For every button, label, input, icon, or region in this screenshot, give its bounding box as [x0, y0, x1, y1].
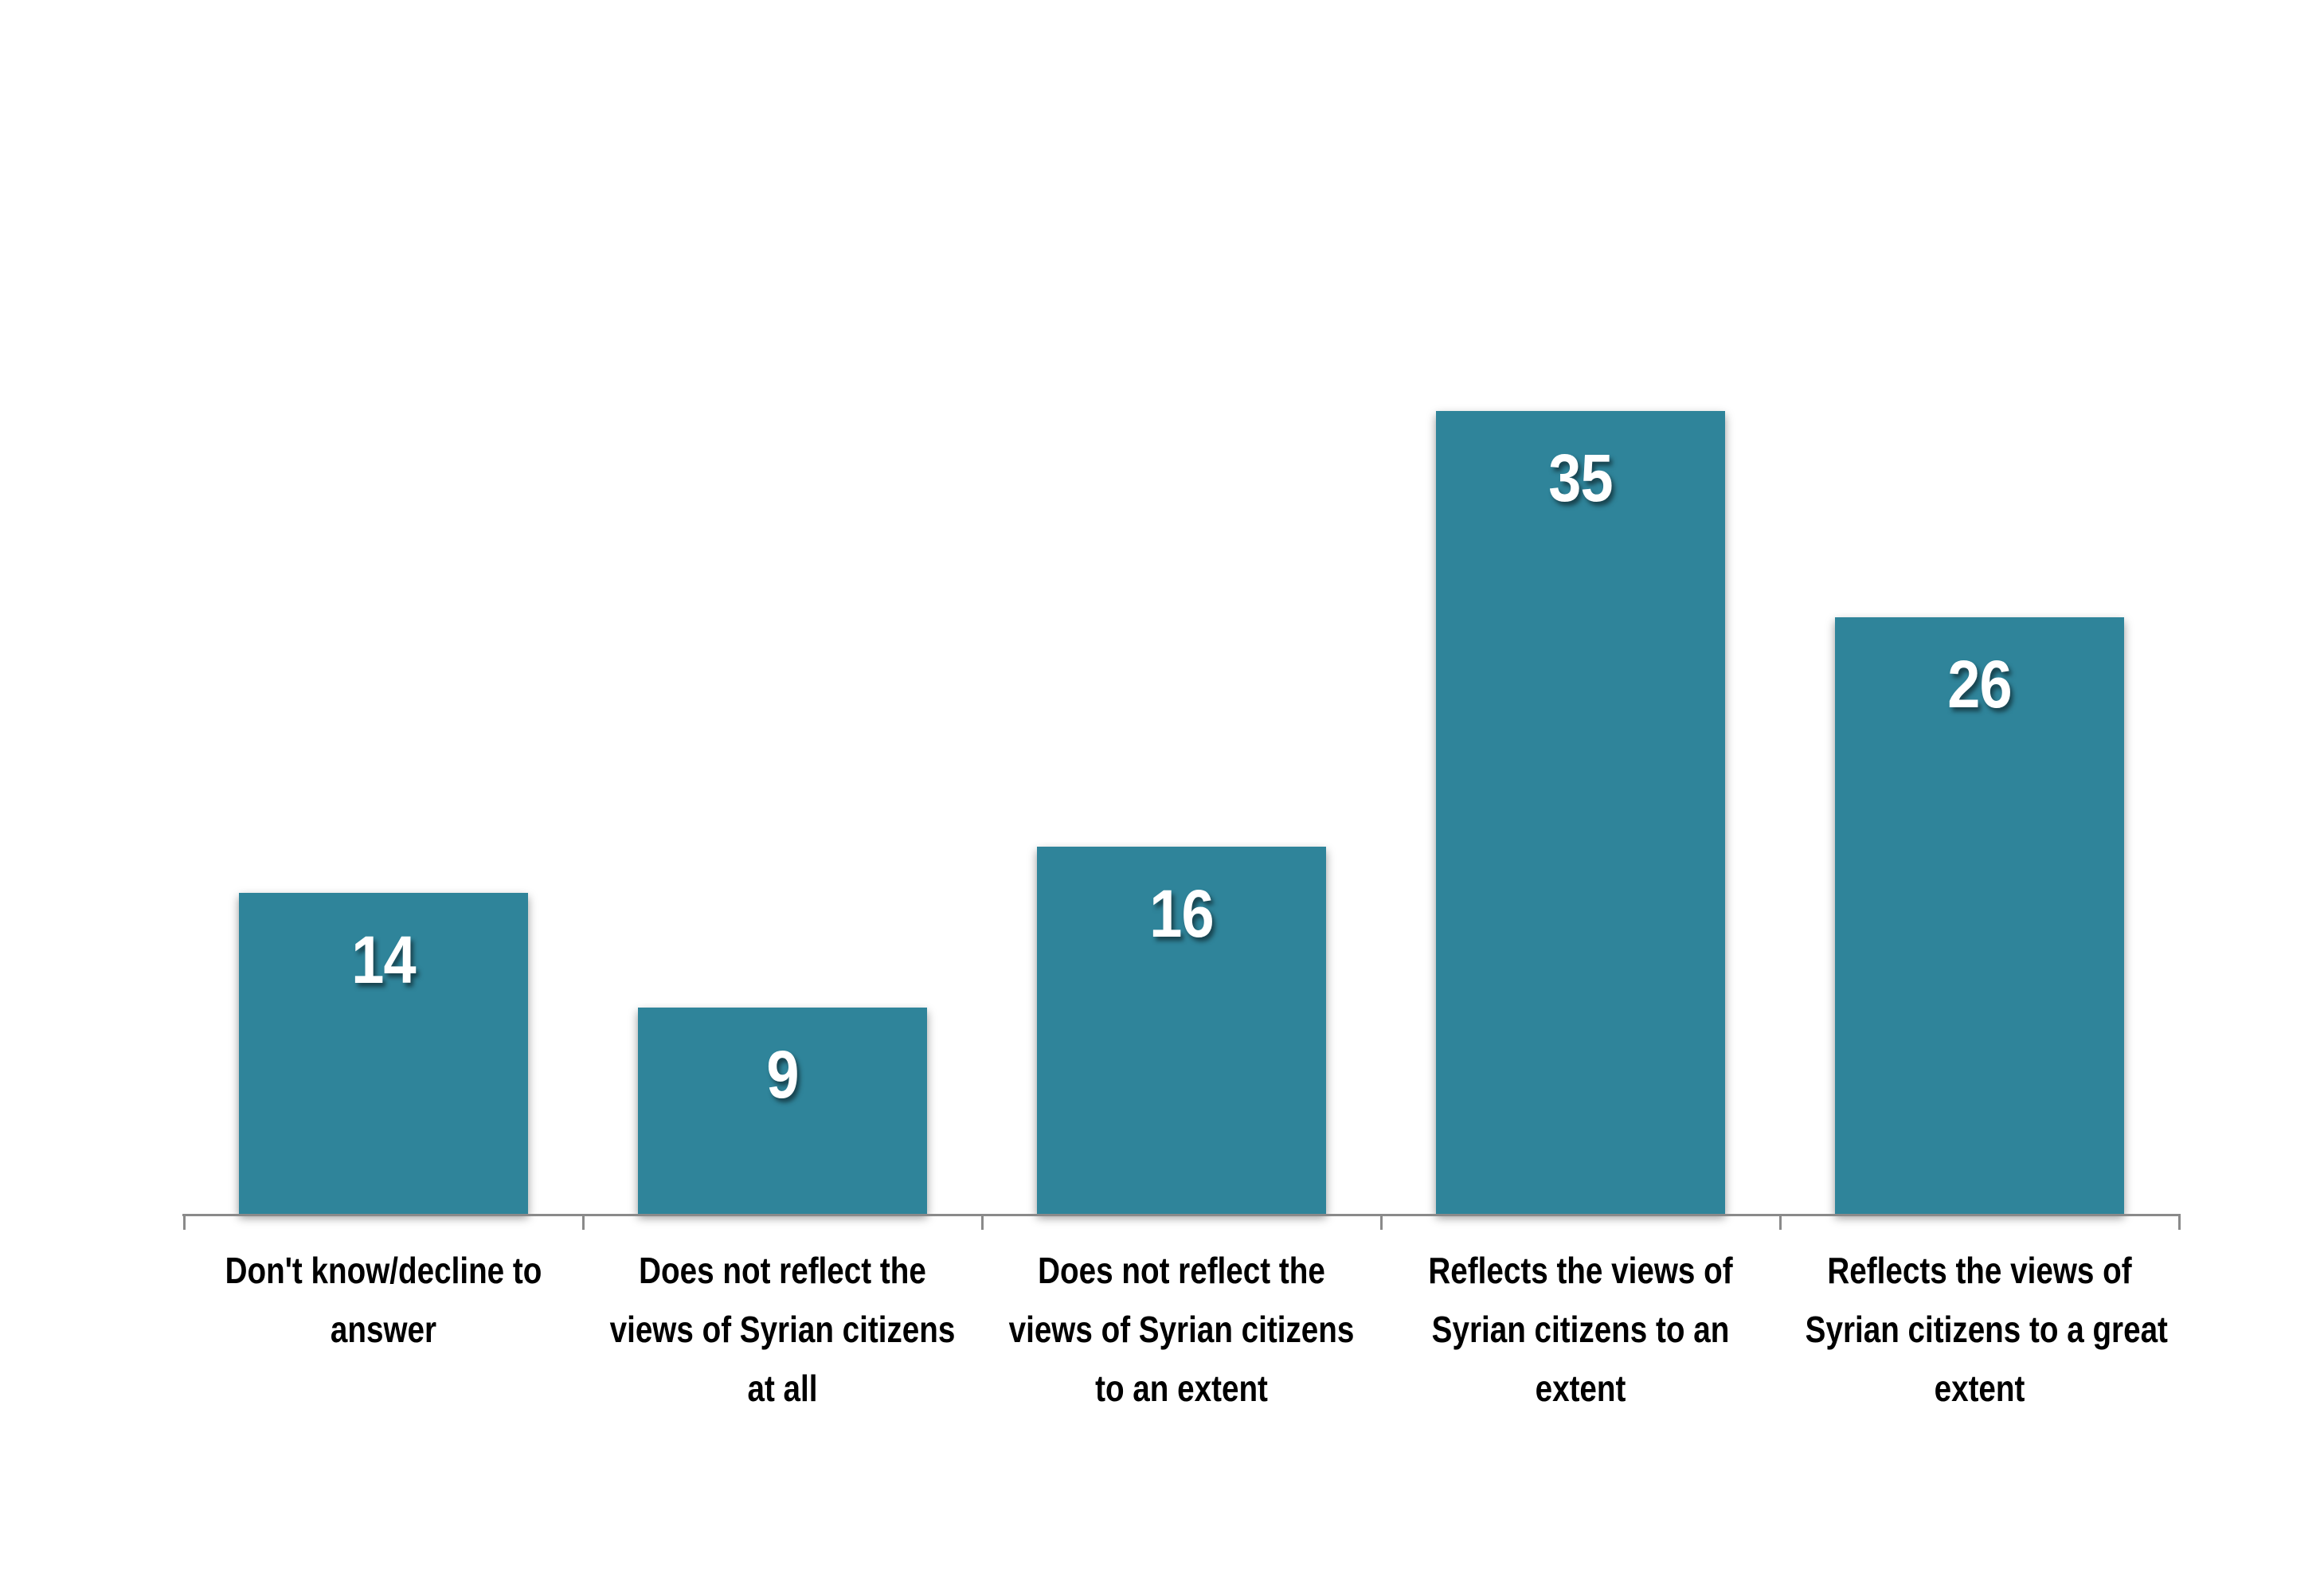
x-axis-tick: [1779, 1216, 1782, 1230]
bar-value-label: 26: [1947, 647, 2012, 722]
x-axis-category-label-line: answer: [330, 1309, 437, 1350]
x-axis-line: [182, 1214, 2181, 1216]
x-axis-category-label-line: views of Syrian citizens: [1008, 1309, 1355, 1350]
x-axis-category-label-line: Does not reflect the: [1038, 1250, 1325, 1291]
bar-value-label: 14: [351, 922, 416, 997]
x-axis-tick: [582, 1216, 585, 1230]
bar-5: 26: [1835, 617, 2124, 1214]
x-axis-category-label: Does not reflect the views of Syrian citi…: [974, 1241, 1389, 1418]
x-axis-category-label-line: to an extent: [1095, 1368, 1268, 1409]
bar-1: 14: [239, 893, 528, 1214]
x-axis-category-label-line: Does not reflect the: [639, 1250, 926, 1291]
bar-3: 16: [1037, 847, 1326, 1214]
bar-value-label: 16: [1149, 876, 1214, 951]
x-axis-category-label-line: Reflects the views of: [1428, 1250, 1733, 1291]
bar-value-label: 35: [1548, 440, 1613, 515]
x-axis-category-label: Does not reflect the views of Syrian citi…: [575, 1241, 990, 1418]
x-axis-tick: [2178, 1216, 2181, 1230]
x-axis-category-label-line: extent: [1934, 1368, 2025, 1409]
x-axis-category-label: Reflects the views of Syrian citizens to …: [1772, 1241, 2187, 1418]
x-axis-category-label-line: Syrian citizens to an: [1431, 1309, 1730, 1350]
bar-4: 35: [1436, 411, 1725, 1214]
x-axis-tick: [981, 1216, 984, 1230]
x-axis-category-label: Reflects the views of Syrian citizens to …: [1373, 1241, 1788, 1418]
x-axis-category-label-line: at all: [747, 1368, 818, 1409]
x-axis-category-label-line: extent: [1535, 1368, 1626, 1409]
x-axis-category-label-line: Syrian citizens to a great: [1805, 1309, 2168, 1350]
x-axis-category-label-line: Reflects the views of: [1827, 1250, 2132, 1291]
bar-2: 9: [638, 1008, 927, 1214]
x-axis-category-label-line: views of Syrian citizens: [609, 1309, 956, 1350]
bar-value-label: 9: [766, 1037, 799, 1112]
x-axis-tick: [1380, 1216, 1383, 1230]
x-axis-tick: [183, 1216, 186, 1230]
x-axis-category-label-line: Don't know/decline to: [225, 1250, 542, 1291]
x-axis-category-label: Don't know/decline to answer: [176, 1241, 591, 1359]
